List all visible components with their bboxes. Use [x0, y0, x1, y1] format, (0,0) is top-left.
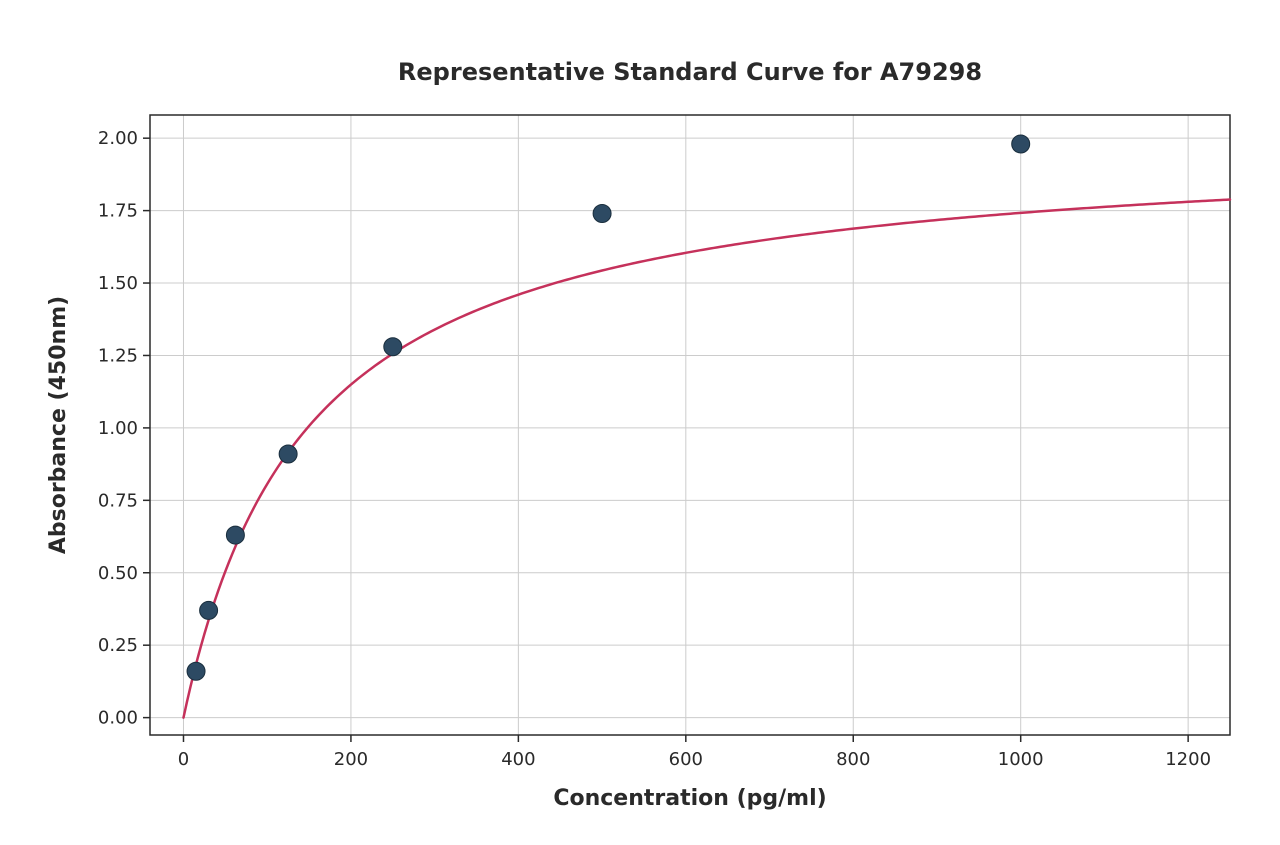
x-tick-label: 800 — [836, 749, 870, 770]
y-tick-label: 0.25 — [98, 635, 138, 656]
data-point — [279, 445, 297, 463]
x-tick-label: 0 — [178, 749, 189, 770]
y-tick-label: 2.00 — [98, 128, 138, 149]
x-tick-label: 200 — [334, 749, 368, 770]
x-tick-label: 400 — [501, 749, 535, 770]
data-point — [200, 601, 218, 619]
y-tick-label: 0.50 — [98, 563, 138, 584]
y-tick-label: 1.00 — [98, 418, 138, 439]
x-tick-label: 600 — [669, 749, 703, 770]
data-point — [593, 205, 611, 223]
x-tick-label: 1200 — [1165, 749, 1211, 770]
y-axis-label: Absorbance (450nm) — [46, 296, 71, 554]
x-axis-label: Concentration (pg/ml) — [553, 786, 826, 811]
y-tick-label: 1.25 — [98, 345, 138, 366]
data-point — [1012, 135, 1030, 153]
y-tick-label: 0.00 — [98, 708, 138, 729]
y-tick-label: 1.50 — [98, 273, 138, 294]
standard-curve-chart: 0 200 400 600 800 1000 1200 0.00 0.25 0.50 0.75 1.0… — [0, 0, 1280, 845]
chart-container: 0 200 400 600 800 1000 1200 0.00 0.25 0.50 0.75 1.0… — [0, 0, 1280, 845]
data-point — [226, 526, 244, 544]
x-tick-label: 1000 — [998, 749, 1044, 770]
data-point — [187, 662, 205, 680]
y-tick-label: 0.75 — [98, 490, 138, 511]
y-tick-label: 1.75 — [98, 201, 138, 222]
chart-title: Representative Standard Curve for A79298 — [398, 58, 982, 86]
data-point — [384, 338, 402, 356]
